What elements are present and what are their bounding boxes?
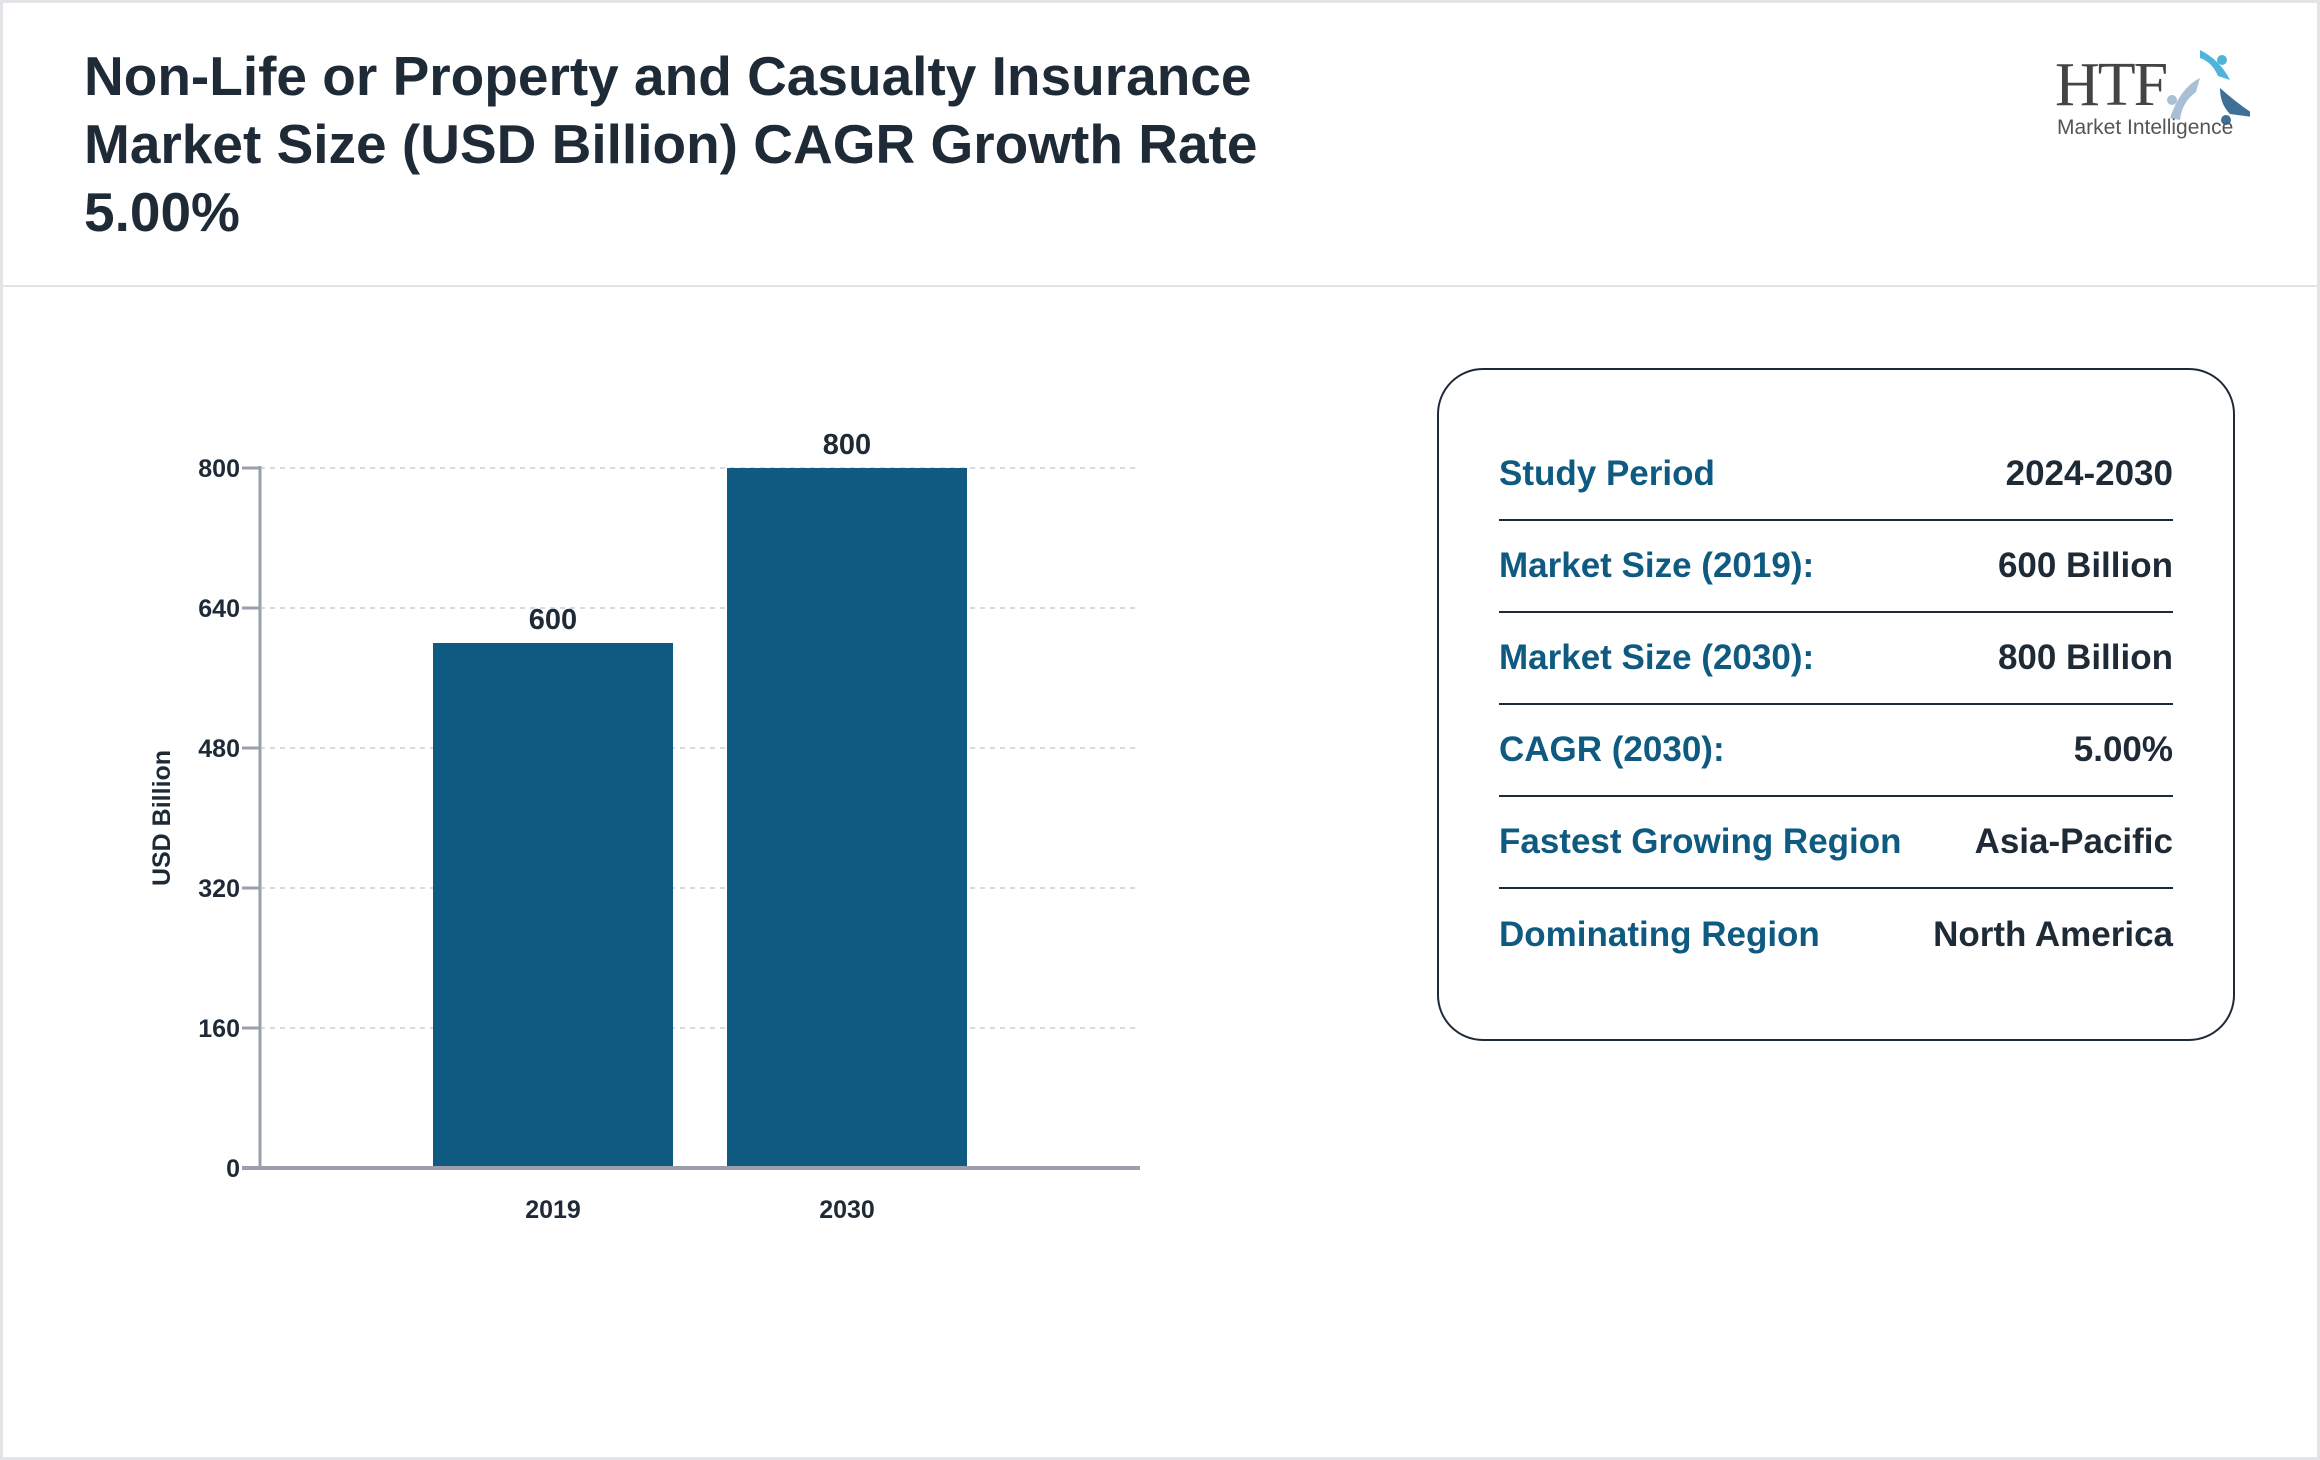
info-card: Study Period 2024-2030 Market Size (2019):… bbox=[1437, 368, 2235, 1041]
info-label: Dominating Region bbox=[1499, 915, 1820, 954]
y-tick-label: 160 bbox=[198, 1015, 240, 1043]
y-tick-label: 480 bbox=[198, 735, 240, 763]
header: Non-Life or Property and Casualty Insura… bbox=[0, 0, 2320, 287]
info-label: CAGR (2030): bbox=[1499, 730, 1725, 769]
data-label: 600 bbox=[529, 604, 577, 636]
x-tick-label: 2030 bbox=[819, 1196, 875, 1224]
info-row: Fastest Growing Region Asia-Pacific bbox=[1499, 797, 2173, 889]
info-value: North America bbox=[1933, 915, 2173, 954]
y-tick-label: 0 bbox=[226, 1155, 240, 1183]
y-tick-label: 640 bbox=[198, 595, 240, 623]
htf-logo: HTF Market Intelligence bbox=[2050, 38, 2250, 148]
y-tick-label: 320 bbox=[198, 875, 240, 903]
info-value: 5.00% bbox=[2073, 730, 2173, 769]
x-tick-label: 2019 bbox=[525, 1196, 581, 1224]
info-label: Market Size (2019): bbox=[1499, 546, 1815, 585]
bar-2019 bbox=[433, 643, 673, 1166]
info-row: CAGR (2030): 5.00% bbox=[1499, 705, 2173, 797]
y-axis-label: USD Billion bbox=[148, 750, 176, 886]
info-label: Fastest Growing Region bbox=[1499, 822, 1902, 861]
info-row: Dominating Region North America bbox=[1499, 889, 2173, 981]
bar-chart: 0 160 320 480 640 800 600 2019 800 2030 USD Billio… bbox=[148, 429, 1140, 1224]
y-tick-label: 800 bbox=[198, 455, 240, 483]
info-label: Market Size (2030): bbox=[1499, 638, 1815, 677]
info-value: Asia-Pacific bbox=[1974, 822, 2173, 861]
info-value: 600 Billion bbox=[1997, 546, 2173, 585]
page-title: Non-Life or Property and Casualty Insura… bbox=[84, 45, 1258, 243]
data-label: 800 bbox=[823, 429, 871, 461]
info-row: Study Period 2024-2030 bbox=[1499, 429, 2173, 521]
bar-2030 bbox=[727, 468, 967, 1166]
info-row: Market Size (2030): 800 Billion bbox=[1499, 613, 2173, 705]
info-value: 800 Billion bbox=[1997, 638, 2173, 677]
info-value: 2024-2030 bbox=[2005, 454, 2173, 493]
info-label: Study Period bbox=[1499, 454, 1715, 493]
info-row: Market Size (2019): 600 Billion bbox=[1499, 521, 2173, 613]
logo-figures-icon bbox=[2167, 50, 2250, 125]
